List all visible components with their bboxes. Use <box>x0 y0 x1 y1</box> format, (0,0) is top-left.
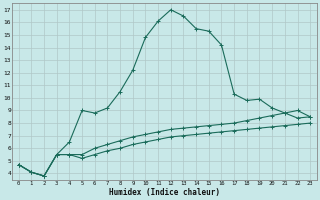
X-axis label: Humidex (Indice chaleur): Humidex (Indice chaleur) <box>109 188 220 197</box>
